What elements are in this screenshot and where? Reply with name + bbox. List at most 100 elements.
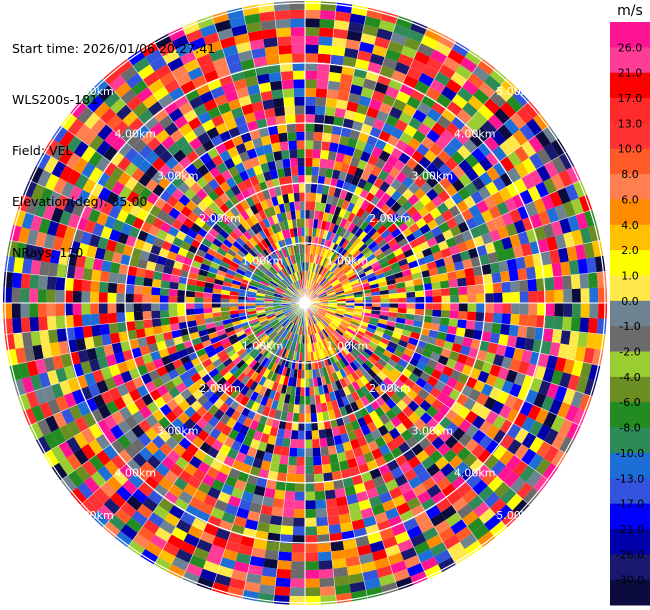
velocity-gate: [400, 211, 412, 223]
velocity-gate: [282, 267, 289, 277]
velocity-gate: [341, 199, 350, 211]
velocity-gate: [244, 207, 255, 218]
velocity-gate: [151, 294, 160, 303]
velocity-gate: [201, 358, 213, 368]
velocity-gate: [251, 234, 261, 245]
colorbar-tick-label: 4.0: [621, 219, 639, 232]
velocity-gate: [460, 123, 476, 139]
velocity-gate: [262, 99, 275, 110]
velocity-gate: [288, 264, 294, 274]
velocity-gate: [151, 170, 165, 185]
velocity-gate: [281, 280, 289, 288]
velocity-gate: [521, 216, 535, 232]
velocity-gate: [245, 240, 255, 250]
velocity-gate: [43, 156, 59, 174]
velocity-gate: [544, 276, 555, 291]
velocity-gate: [294, 96, 305, 106]
velocity-gate: [491, 272, 502, 284]
velocity-gate: [493, 292, 503, 303]
velocity-gate: [325, 249, 332, 259]
velocity-gate: [140, 130, 156, 145]
velocity-gate: [240, 58, 255, 71]
velocity-gate: [264, 308, 274, 312]
velocity-gate: [326, 213, 334, 223]
velocity-gate: [259, 334, 269, 342]
velocity-gate: [301, 369, 305, 379]
velocity-gate: [329, 277, 339, 285]
velocity-gate: [319, 256, 326, 266]
velocity-gate: [107, 292, 117, 303]
velocity-gate: [455, 64, 473, 80]
velocity-gate: [66, 135, 82, 153]
velocity-gate: [255, 364, 264, 374]
velocity-gate: [305, 552, 319, 562]
velocity-gate: [302, 262, 305, 271]
velocity-gate: [527, 314, 538, 328]
velocity-gate: [226, 248, 237, 258]
velocity-gate: [380, 260, 391, 269]
velocity-gate: [276, 325, 284, 334]
velocity-gate: [287, 456, 297, 466]
velocity-gate: [305, 105, 316, 115]
velocity-gate: [553, 275, 564, 290]
velocity-gate: [35, 231, 47, 248]
velocity-gate: [246, 299, 256, 303]
velocity-gate: [256, 268, 265, 277]
velocity-gate: [17, 194, 32, 213]
velocity-gate: [521, 242, 533, 257]
velocity-gate: [510, 280, 520, 293]
velocity-gate: [324, 489, 336, 500]
velocity-gate: [329, 142, 339, 153]
velocity-gate: [125, 235, 137, 248]
velocity-gate: [312, 219, 319, 229]
velocity-gate: [434, 71, 451, 87]
velocity-gate: [369, 53, 385, 66]
velocity-gate: [366, 272, 376, 280]
velocity-gate: [142, 497, 159, 513]
colorbar-tick-label: -1.0: [619, 320, 640, 333]
velocity-gate: [566, 245, 578, 262]
velocity-gate: [371, 303, 381, 307]
velocity-gate: [377, 238, 388, 249]
velocity-gate: [242, 365, 252, 376]
velocity-gate: [273, 305, 282, 309]
velocity-gate: [274, 291, 284, 296]
velocity-gate: [128, 226, 141, 239]
velocity-gate: [13, 332, 24, 349]
velocity-gate: [270, 320, 280, 327]
velocity-gate: [315, 287, 324, 294]
velocity-gate: [153, 483, 169, 499]
velocity-gate: [154, 333, 165, 343]
velocity-gate: [266, 312, 276, 318]
velocity-gate: [156, 209, 169, 222]
velocity-gate: [396, 195, 408, 207]
velocity-gate: [234, 203, 245, 214]
velocity-gate: [74, 416, 89, 433]
velocity-gate: [502, 292, 512, 303]
velocity-gate: [204, 252, 215, 262]
velocity-gate: [283, 293, 292, 298]
velocity-gate: [196, 176, 209, 189]
velocity-gate: [426, 57, 443, 72]
velocity-gate: [219, 36, 236, 49]
velocity-gate: [77, 242, 89, 257]
velocity-gate: [144, 427, 159, 441]
velocity-gate: [281, 79, 294, 90]
velocity-gate: [346, 202, 356, 213]
velocity-gate: [440, 129, 455, 144]
velocity-gate: [326, 89, 339, 100]
velocity-gate: [422, 64, 439, 80]
velocity-gate: [146, 454, 162, 470]
velocity-gate: [197, 461, 211, 475]
velocity-gate: [498, 260, 509, 273]
velocity-gate: [144, 327, 155, 337]
velocity-gate: [56, 328, 67, 343]
velocity-gate: [212, 57, 228, 70]
velocity-gate: [158, 163, 172, 177]
velocity-gate: [251, 350, 261, 360]
velocity-gate: [117, 141, 133, 157]
velocity-gate: [323, 282, 331, 290]
velocity-gate: [401, 176, 414, 189]
velocity-gate: [55, 315, 66, 330]
velocity-gate: [145, 260, 157, 271]
